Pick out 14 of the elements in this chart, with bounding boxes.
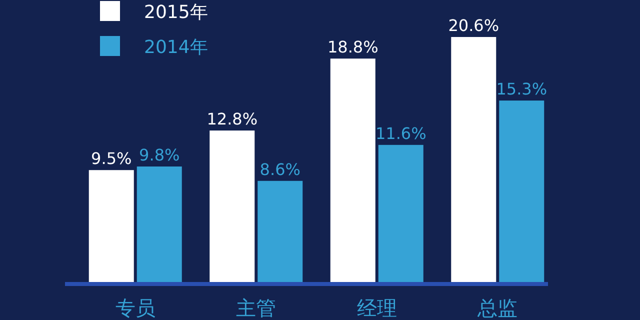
data-label: 15.3% (496, 80, 548, 99)
data-label: 9.5% (91, 149, 132, 168)
legend-label: 2015年 (144, 2, 208, 23)
data-label: 18.8% (327, 38, 378, 57)
data-label: 8.6% (260, 160, 300, 179)
data-label: 12.8% (206, 110, 258, 129)
x-tick-label: 经理 (356, 296, 397, 320)
x-tick-label: 总监 (476, 296, 518, 320)
legend-label: 2014年 (144, 37, 208, 58)
x-tick-label: 主管 (236, 296, 276, 320)
data-label: 9.8% (139, 145, 180, 164)
data-label: 11.6% (375, 124, 426, 143)
x-tick-label: 专员 (115, 296, 156, 320)
data-label: 20.6% (448, 16, 500, 35)
